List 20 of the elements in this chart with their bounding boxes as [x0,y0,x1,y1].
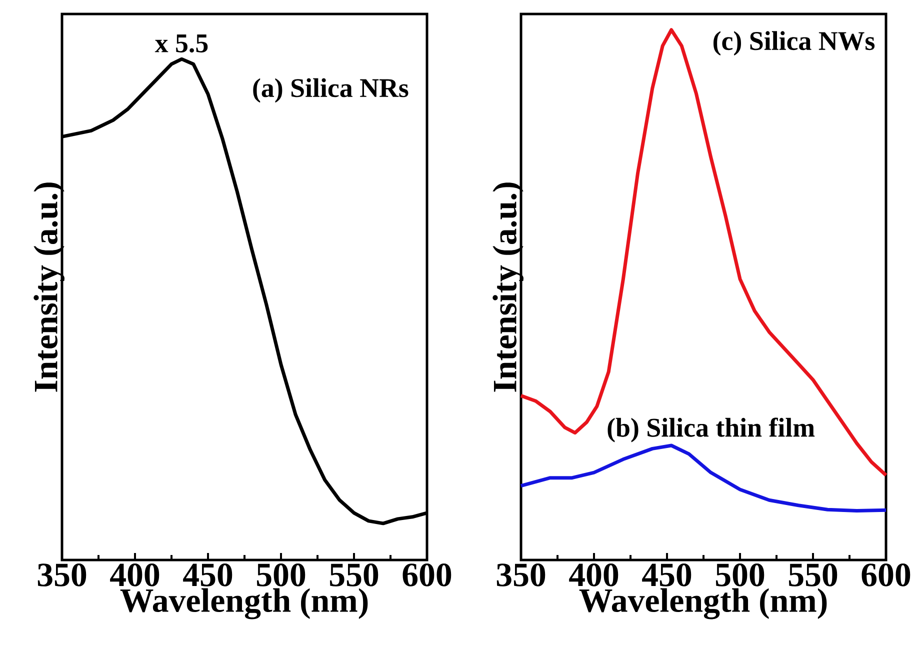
x-tick-label: 350 [38,564,86,586]
x-tick-label: 350 [496,564,546,586]
series-label: (c) Silica NWs [714,31,875,56]
x-tick-label: 400 [110,564,160,586]
y-axis-title: Intensity (a.u.) [492,182,524,392]
series-label: (a) Silica NRs [253,78,408,103]
x-tick-label: 600 [862,564,910,586]
series-label: (b) Silica thin film [608,418,815,442]
x-tick-label: 500 [256,564,306,586]
x-tick-label: 450 [183,564,232,586]
x-tick-label: 500 [716,564,764,586]
x-tick-label: 600 [402,564,452,586]
x-tick-label: 450 [642,564,692,586]
x-axis-title: Wavelength (nm) [120,588,368,620]
x-axis-title: Wavelength (nm) [579,588,827,620]
x-tick-label: 400 [569,564,618,586]
x-tick-label: 550 [330,564,378,586]
y-axis-title: Intensity (a.u.) [34,182,64,392]
x-tick-label: 550 [788,564,838,586]
annotation: x 5.5 [154,34,208,53]
